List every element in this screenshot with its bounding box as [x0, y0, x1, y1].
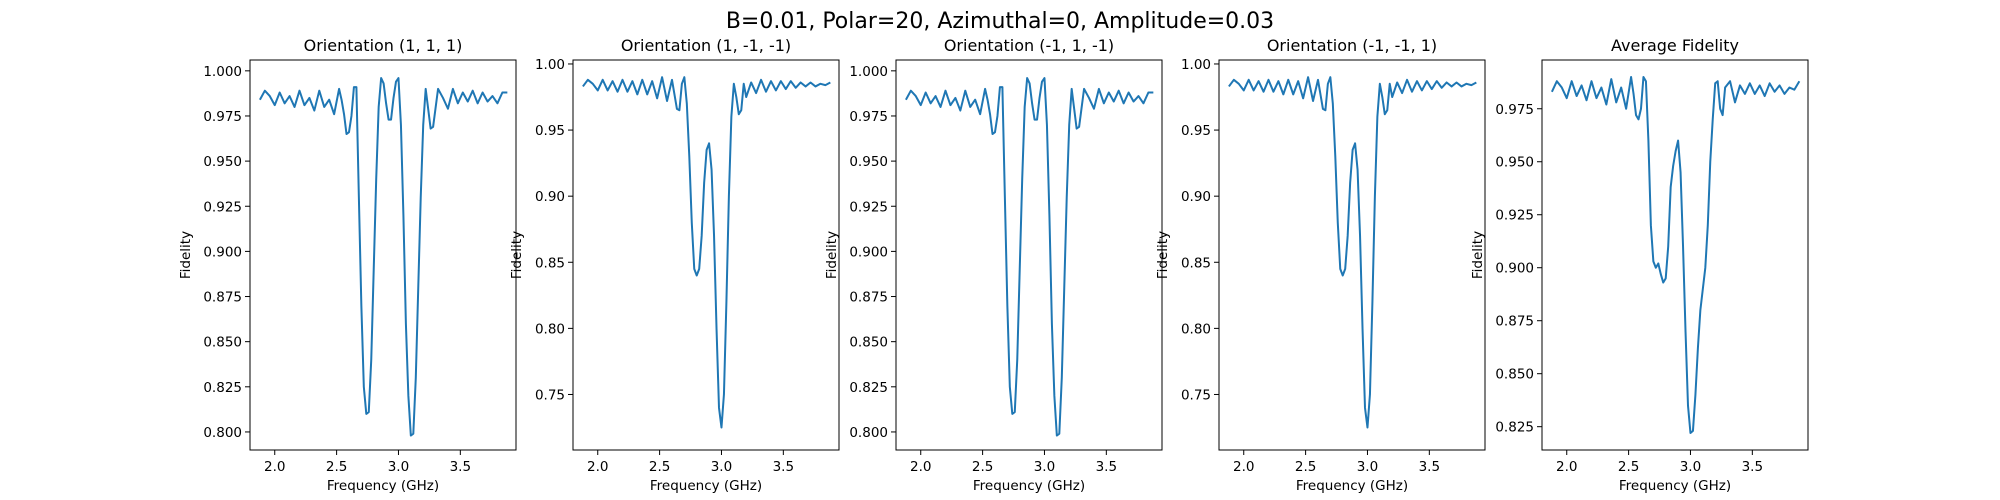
fidelity-line — [1550, 75, 1801, 435]
y-tick-label: 0.950 — [849, 154, 888, 170]
y-tick-label: 0.875 — [849, 290, 888, 306]
x-tick-label: 3.5 — [1419, 459, 1440, 475]
y-tick-label: 0.900 — [849, 244, 888, 260]
x-tick-label: 3.0 — [1357, 459, 1378, 475]
y-tick-label: 0.75 — [535, 387, 565, 403]
x-tick-label: 2.0 — [587, 459, 608, 475]
fidelity-line — [905, 77, 1154, 437]
y-tick-label: 0.95 — [535, 123, 565, 139]
subplot-grid: Orientation (1, 1, 1) 2.0 2.5 3.0 3.5 0.800 0.… — [178, 36, 1809, 494]
y-tick-label: 0.95 — [1181, 123, 1211, 139]
x-tick-label: 3.5 — [773, 459, 794, 475]
y-tick-label: 0.90 — [1181, 189, 1211, 205]
y-tick-label: 0.850 — [203, 335, 242, 351]
axes-frame — [1541, 59, 1809, 451]
subplot-title: Orientation (-1, -1, 1) — [1267, 36, 1437, 55]
x-axis-label: Frequency (GHz) — [327, 478, 439, 494]
y-tick-label: 1.000 — [849, 64, 888, 80]
y-tick-label: 0.925 — [203, 199, 242, 215]
y-tick-label: 0.850 — [1495, 367, 1534, 383]
y-axis-label: Fidelity — [1470, 231, 1486, 279]
subplot-1: Orientation (1, 1, 1) 2.0 2.5 3.0 3.5 0.800 0.… — [178, 36, 517, 494]
fidelity-line — [582, 76, 831, 429]
x-tick-label: 2.5 — [972, 459, 993, 475]
axes-frame — [895, 59, 1163, 451]
y-tick-label: 0.925 — [849, 199, 888, 215]
y-tick-label: 0.85 — [1181, 255, 1211, 271]
x-tick-label: 2.0 — [910, 459, 931, 475]
subplot-title: Orientation (-1, 1, -1) — [944, 36, 1114, 55]
y-tick-label: 1.00 — [535, 57, 565, 73]
y-axis-label: Fidelity — [1155, 231, 1171, 279]
subplot-title: Orientation (1, -1, -1) — [621, 36, 791, 55]
y-tick-label: 0.825 — [203, 380, 242, 396]
y-tick-label: 0.85 — [535, 255, 565, 271]
y-axis-label: Fidelity — [824, 231, 840, 279]
subplot-2: Orientation (1, -1, -1) 2.0 2.5 3.0 3.5 0.75 0… — [509, 36, 840, 494]
y-tick-label: 0.975 — [849, 109, 888, 125]
subplot-4: Orientation (-1, -1, 1) 2.0 2.5 3.0 3.5 0.75 0… — [1155, 36, 1486, 494]
y-tick-label: 0.925 — [1495, 208, 1534, 224]
x-tick-label: 2.5 — [1618, 459, 1639, 475]
x-tick-label: 2.5 — [326, 459, 347, 475]
y-axis-label: Fidelity — [178, 231, 194, 279]
y-tick-label: 0.900 — [203, 244, 242, 260]
y-tick-label: 0.825 — [1495, 420, 1534, 436]
x-tick-label: 2.5 — [1295, 459, 1316, 475]
y-tick-label: 0.75 — [1181, 387, 1211, 403]
x-tick-label: 3.0 — [388, 459, 409, 475]
y-tick-label: 0.850 — [849, 335, 888, 351]
x-axis-label: Frequency (GHz) — [1619, 478, 1731, 494]
y-tick-label: 0.80 — [535, 321, 565, 337]
x-tick-label: 3.5 — [1742, 459, 1763, 475]
y-tick-label: 0.900 — [1495, 261, 1534, 277]
x-tick-label: 3.0 — [1680, 459, 1701, 475]
y-tick-label: 0.800 — [203, 425, 242, 441]
y-tick-label: 0.875 — [203, 290, 242, 306]
subplot-5: Average Fidelity 2.0 2.5 3.0 3.5 0.825 0.850 0.… — [1470, 36, 1809, 494]
figure-suptitle: B=0.01, Polar=20, Azimuthal=0, Amplitude… — [726, 9, 1274, 34]
x-axis-label: Frequency (GHz) — [1296, 478, 1408, 494]
x-axis-label: Frequency (GHz) — [973, 478, 1085, 494]
x-tick-label: 3.0 — [711, 459, 732, 475]
y-tick-label: 1.00 — [1181, 57, 1211, 73]
y-tick-label: 0.90 — [535, 189, 565, 205]
y-tick-label: 0.80 — [1181, 321, 1211, 337]
y-axis-label: Fidelity — [509, 231, 525, 279]
x-tick-label: 2.5 — [649, 459, 670, 475]
y-tick-label: 0.800 — [849, 425, 888, 441]
fidelity-line — [1228, 76, 1477, 429]
x-axis-label: Frequency (GHz) — [650, 478, 762, 494]
y-tick-label: 0.975 — [203, 109, 242, 125]
y-tick-label: 0.950 — [203, 154, 242, 170]
subplot-title: Average Fidelity — [1611, 36, 1739, 55]
x-tick-label: 3.5 — [450, 459, 471, 475]
x-tick-label: 2.0 — [264, 459, 285, 475]
y-tick-label: 0.975 — [1495, 102, 1534, 118]
y-tick-label: 0.950 — [1495, 155, 1534, 171]
x-tick-label: 2.0 — [1556, 459, 1577, 475]
subplot-3: Orientation (-1, 1, -1) 2.0 2.5 3.0 3.5 0.800… — [824, 36, 1163, 494]
x-tick-label: 2.0 — [1233, 459, 1254, 475]
x-tick-label: 3.5 — [1096, 459, 1117, 475]
subplot-title: Orientation (1, 1, 1) — [304, 36, 463, 55]
y-tick-label: 0.825 — [849, 380, 888, 396]
y-tick-label: 1.000 — [203, 64, 242, 80]
axes-frame — [572, 59, 840, 451]
axes-frame — [1218, 59, 1486, 451]
axes-frame — [249, 59, 517, 451]
y-tick-label: 0.875 — [1495, 314, 1534, 330]
x-tick-label: 3.0 — [1034, 459, 1055, 475]
fidelity-line — [259, 77, 508, 437]
